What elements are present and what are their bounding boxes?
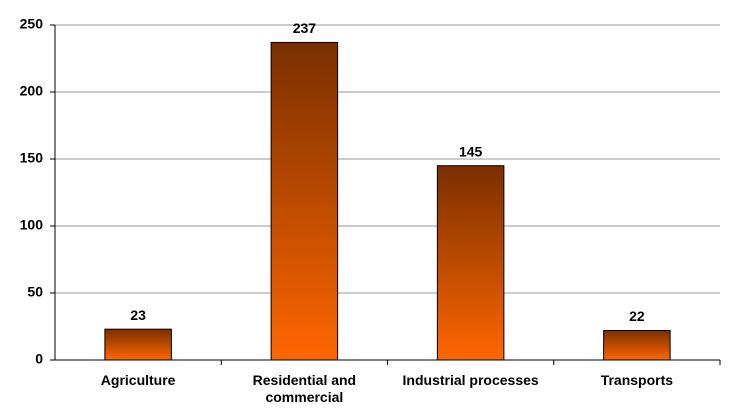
data-label: 237 (293, 20, 317, 36)
data-label: 145 (459, 143, 483, 159)
y-tick-label: 100 (20, 217, 44, 233)
x-tick-label: Agriculture (100, 372, 176, 388)
y-tick-label: 150 (20, 150, 44, 166)
bar (436, 165, 505, 361)
bar (270, 41, 339, 361)
bar (603, 330, 671, 361)
x-tick-label: Transports (600, 372, 674, 388)
y-tick-label: 200 (20, 83, 44, 99)
x-tick-label: Residential and commercial (252, 372, 357, 405)
y-tick-label: 50 (27, 284, 43, 300)
y-tick-label: 0 (35, 351, 43, 367)
y-tick-label: 250 (20, 16, 44, 32)
bar (104, 328, 172, 361)
data-label: 22 (629, 308, 645, 324)
x-tick-label: Industrial processes (402, 372, 539, 388)
data-label: 23 (130, 307, 146, 323)
